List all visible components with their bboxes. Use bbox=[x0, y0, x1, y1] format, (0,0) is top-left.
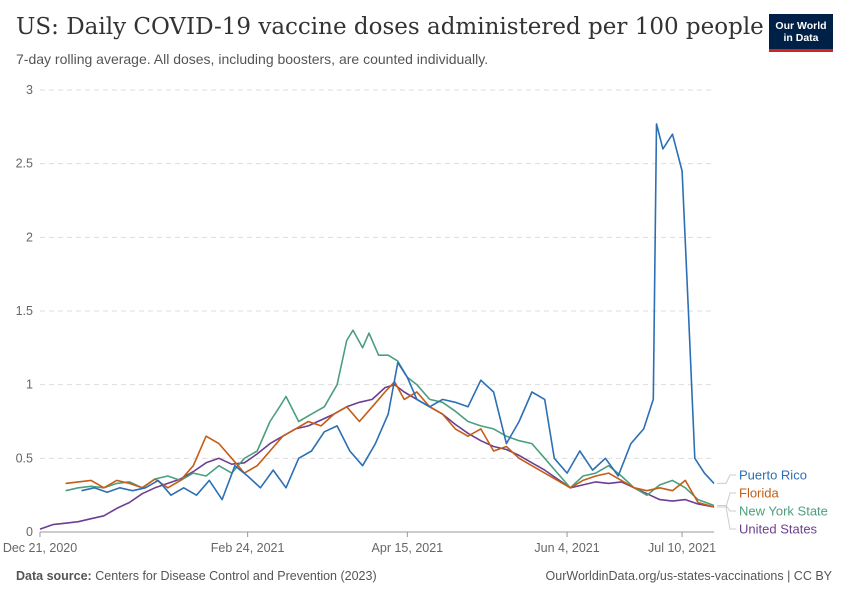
legend-label-puerto-rico: Puerto Rico bbox=[739, 468, 807, 483]
source-text[interactable]: Centers for Disease Control and Preventi… bbox=[95, 569, 377, 583]
legend-connector bbox=[717, 474, 736, 484]
chart-title: US: Daily COVID-19 vaccine doses adminis… bbox=[16, 14, 764, 40]
logo-line-1: Our World bbox=[775, 20, 827, 32]
x-axis: Dec 21, 2020 Feb 24, 2021 Apr 15, 2021 Jun … bbox=[3, 532, 716, 555]
series-line-new-york-state bbox=[65, 329, 715, 507]
owid-logo[interactable]: Our World in Data bbox=[769, 14, 833, 52]
grid-lines bbox=[40, 89, 714, 533]
y-tick-label: 0.5 bbox=[16, 451, 33, 465]
x-tick-label: Feb 24, 2021 bbox=[211, 541, 285, 555]
credit-link[interactable]: OurWorldinData.org/us-states-vaccination… bbox=[545, 569, 832, 583]
x-tick-label: Jul 10, 2021 bbox=[648, 541, 716, 555]
source-label: Data source: bbox=[16, 569, 92, 583]
series-lines bbox=[39, 123, 715, 530]
series-line-puerto-rico bbox=[81, 123, 715, 501]
legend: Puerto Rico Florida New York State United S… bbox=[717, 468, 828, 537]
y-tick-label: 1 bbox=[26, 378, 33, 392]
y-tick-label: 2 bbox=[26, 230, 33, 244]
y-tick-label: 0 bbox=[26, 525, 33, 539]
x-tick-label: Apr 15, 2021 bbox=[372, 541, 444, 555]
legend-connector bbox=[717, 505, 736, 512]
y-axis: 0 0.5 1 1.5 2 2.5 3 bbox=[16, 83, 33, 539]
legend-connector bbox=[717, 506, 736, 530]
line-chart: 0 0.5 1 1.5 2 2.5 3 Dec 21, 2020 Feb 24, 2021 Ap… bbox=[3, 83, 828, 555]
logo-line-2: in Data bbox=[783, 32, 819, 44]
y-tick-label: 1.5 bbox=[16, 304, 33, 318]
legend-label-united-states: United States bbox=[739, 522, 818, 537]
legend-label-florida: Florida bbox=[739, 486, 780, 501]
data-source: Data source: Centers for Disease Control… bbox=[16, 569, 377, 583]
series-line-united-states bbox=[39, 383, 715, 530]
series-line-florida bbox=[65, 380, 715, 508]
legend-label-new-york-state: New York State bbox=[739, 504, 828, 519]
chart-subtitle: 7-day rolling average. All doses, includ… bbox=[16, 51, 489, 67]
x-tick-label: Dec 21, 2020 bbox=[3, 541, 77, 555]
x-tick-label: Jun 4, 2021 bbox=[534, 541, 599, 555]
legend-connector bbox=[717, 492, 736, 508]
y-tick-label: 2.5 bbox=[16, 157, 33, 171]
y-tick-label: 3 bbox=[26, 83, 33, 97]
